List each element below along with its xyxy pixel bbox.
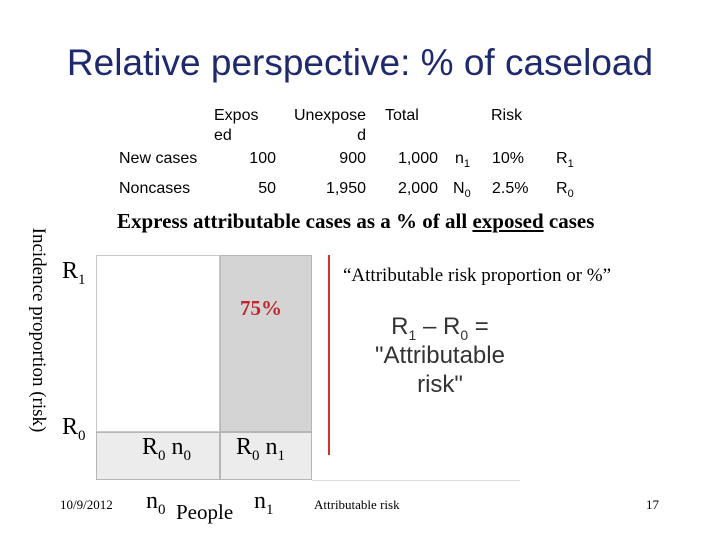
- cell-total: 1,000: [397, 150, 438, 167]
- r0n0-sub2: 0: [183, 447, 192, 464]
- cell-risk: 2.5%: [492, 180, 529, 197]
- r1-sub: 1: [78, 271, 86, 288]
- r0n1-base1: R: [236, 434, 253, 460]
- headline-emphasis: exposed: [472, 209, 544, 233]
- header-unexposed-line1: Unexpose: [293, 107, 366, 124]
- cell-n-label: N0: [453, 179, 471, 201]
- formula-r0-base: R: [443, 313, 461, 340]
- cell-n-label: n1: [455, 149, 471, 171]
- formula-r1-base: R: [391, 313, 409, 340]
- cell-total: 2,000: [397, 180, 438, 197]
- plot-right-area: [312, 255, 520, 481]
- cell-unexposed: 1,950: [325, 180, 366, 197]
- r0-sub: 0: [78, 427, 86, 444]
- baseline-unexposed-cell: [96, 432, 220, 480]
- formula-equals: =: [468, 313, 489, 340]
- n-base: n: [455, 150, 464, 167]
- header-unexposed: Unexpose d: [284, 106, 366, 146]
- r0-base: R: [62, 414, 79, 440]
- r0n1-base2: n: [259, 434, 278, 460]
- header-exposed-line1: Expos: [214, 107, 259, 124]
- cell-unexposed: 900: [339, 150, 366, 167]
- r-sub: 0: [567, 188, 574, 201]
- n-sub: 0: [464, 188, 471, 201]
- header-total: Total: [385, 107, 419, 124]
- r-base: R: [556, 180, 568, 197]
- x-n1-sub: 1: [266, 501, 274, 518]
- footer-center: Attributable risk: [314, 497, 400, 512]
- formula-line3: risk": [417, 371, 463, 398]
- footer-date: 10/9/2012: [60, 497, 113, 512]
- slide-title: Relative perspective: % of caseload: [66, 42, 654, 83]
- r1-label: R1: [62, 258, 86, 288]
- headline-pre: Express attributable cases as a % of all: [117, 209, 473, 233]
- x-label-n0: n0: [146, 488, 166, 518]
- cell-exposed: 100: [249, 150, 276, 167]
- x-n0-sub: 0: [158, 501, 166, 518]
- attributable-risk-line: [328, 255, 330, 455]
- r0n0-base2: n: [165, 434, 184, 460]
- r0-label: R0: [62, 414, 86, 444]
- r0n1-sub2: 1: [277, 447, 286, 464]
- header-exposed-line2: ed: [214, 127, 232, 144]
- headline: Express attributable cases as a % of all…: [117, 209, 594, 234]
- x-axis-people: People: [176, 500, 234, 524]
- header-unexposed-line2: d: [357, 127, 366, 144]
- footer-page-number: 17: [646, 497, 659, 512]
- r0n0-base1: R: [142, 434, 159, 460]
- formula: R1 – R0 = "Attributable risk": [340, 312, 540, 399]
- x-n1-base: n: [254, 488, 266, 514]
- label-r0-n1: R0 n1: [236, 434, 286, 464]
- percent-label: 75%: [240, 296, 282, 320]
- row-label: Noncases: [119, 180, 191, 197]
- r1-base: R: [62, 258, 79, 284]
- row-label: New cases: [119, 150, 198, 167]
- formula-r1-sub: 1: [408, 326, 417, 343]
- x-n0-base: n: [146, 488, 158, 514]
- data-table: Expos ed Unexpose d Total Risk New cases…: [0, 0, 720, 200]
- attributable-risk-quote: “Attributable risk proportion or %”: [343, 265, 612, 286]
- formula-r0-sub: 0: [460, 326, 469, 343]
- formula-line1: R1 – R0 =: [340, 312, 540, 343]
- cell-risk: 10%: [492, 150, 525, 167]
- cell-r-label: R0: [556, 179, 574, 201]
- header-exposed: Expos ed: [214, 106, 258, 146]
- r-base: R: [556, 150, 568, 167]
- r0n1-sub1: 0: [252, 447, 260, 464]
- cell-exposed: 50: [258, 180, 276, 197]
- n-sub: 1: [463, 158, 471, 171]
- left-column-cell: [96, 255, 220, 432]
- excess-risk-cell: [220, 255, 312, 432]
- x-label-n1: n1: [254, 488, 274, 518]
- header-risk: Risk: [491, 107, 523, 124]
- cell-r-label: R1: [556, 149, 574, 171]
- formula-minus: –: [416, 313, 443, 340]
- r0n0-sub1: 0: [158, 447, 166, 464]
- n-base: N: [453, 180, 465, 197]
- y-axis-label: Incidence proportion (risk): [28, 227, 49, 433]
- baseline-exposed-cell: [220, 432, 312, 480]
- headline-post: cases: [543, 209, 595, 233]
- formula-line2: "Attributable: [375, 342, 505, 369]
- r-sub: 1: [567, 158, 574, 171]
- label-r0-n0: R0 n0: [142, 434, 192, 464]
